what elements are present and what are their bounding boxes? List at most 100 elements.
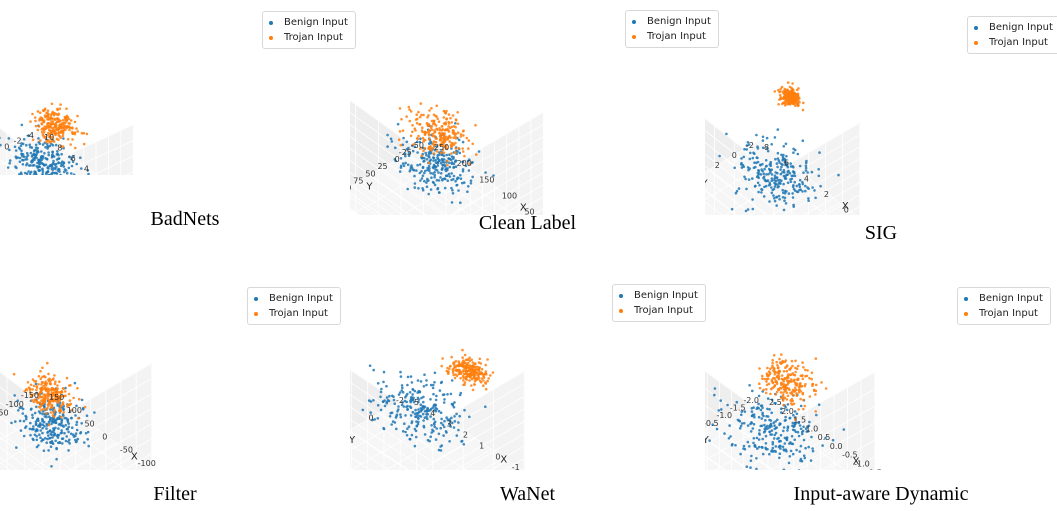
data-point (426, 116, 429, 119)
data-point (745, 144, 749, 147)
data-point (423, 147, 427, 150)
data-point (492, 174, 495, 177)
chart-title: Clean Label (478, 212, 577, 234)
data-point (457, 176, 460, 180)
data-point (52, 162, 55, 166)
data-point (30, 399, 34, 402)
data-point (38, 117, 42, 121)
data-point (428, 142, 431, 145)
data-point (52, 111, 56, 115)
data-point (789, 162, 792, 165)
data-point (17, 409, 20, 412)
data-point (454, 122, 457, 125)
data-point (422, 426, 426, 429)
data-point (766, 407, 769, 411)
data-point (42, 134, 45, 138)
data-point (769, 433, 772, 436)
data-point (438, 389, 442, 392)
data-point (757, 190, 760, 194)
data-point (451, 188, 454, 192)
data-point (55, 172, 59, 175)
data-point (446, 163, 449, 167)
data-point (777, 377, 781, 381)
data-point (763, 427, 766, 431)
data-point (793, 410, 797, 413)
data-point (433, 381, 436, 384)
data-point (36, 128, 40, 132)
data-point (416, 391, 419, 394)
data-point (427, 128, 431, 132)
data-point (773, 373, 777, 376)
data-point (454, 147, 458, 150)
data-point (752, 422, 756, 426)
legend-entry: Benign Input (269, 15, 348, 30)
data-point (85, 414, 89, 417)
data-point (776, 165, 779, 169)
data-point (765, 136, 769, 140)
data-point (69, 119, 73, 122)
data-point (431, 386, 435, 390)
data-point (47, 372, 50, 376)
data-point (450, 416, 453, 420)
legend-entry: Trojan Input (964, 306, 1043, 321)
data-point (86, 438, 89, 441)
data-point (416, 163, 419, 167)
data-point (793, 189, 797, 192)
data-point (442, 434, 445, 437)
data-point (785, 391, 789, 394)
data-point (50, 165, 54, 168)
data-point (792, 170, 796, 174)
data-point (793, 386, 797, 390)
data-point (47, 420, 51, 424)
data-point (422, 385, 426, 388)
x-tick-label: 250 (434, 143, 449, 152)
data-point (34, 382, 38, 386)
data-point (776, 437, 779, 441)
data-point (438, 127, 441, 130)
data-point (782, 429, 785, 433)
legend-label: Trojan Input (647, 31, 706, 42)
data-point (770, 191, 774, 195)
data-point (760, 417, 764, 420)
data-point (792, 413, 795, 417)
data-point (798, 178, 802, 182)
data-point (773, 401, 776, 405)
data-point (50, 130, 53, 134)
data-point (802, 101, 805, 105)
data-point (784, 415, 787, 419)
data-point (79, 432, 82, 435)
data-point (415, 140, 419, 144)
data-point (48, 429, 52, 433)
data-point (41, 174, 44, 175)
y-tick-label: -4 (26, 131, 34, 140)
data-point (0, 136, 1, 140)
data-point (767, 172, 770, 176)
data-point (755, 407, 759, 410)
data-point (464, 164, 468, 168)
data-point (457, 421, 460, 424)
data-point (818, 151, 821, 154)
data-point (469, 179, 473, 182)
data-point (12, 372, 16, 376)
data-point (781, 102, 784, 106)
y-tick-label: -0.5 (705, 419, 719, 428)
data-point (454, 151, 457, 154)
data-point (453, 420, 457, 423)
data-point (413, 389, 417, 393)
data-point (453, 376, 457, 380)
data-point (429, 171, 432, 175)
data-point (442, 161, 446, 164)
data-point (58, 380, 61, 383)
data-point (782, 382, 785, 386)
data-point (71, 132, 74, 135)
data-point (25, 155, 29, 159)
data-point (806, 369, 809, 372)
data-point (438, 153, 441, 157)
data-point (711, 423, 715, 426)
data-point (419, 137, 422, 140)
data-point (747, 143, 751, 146)
data-point (451, 368, 455, 371)
data-point (52, 113, 56, 117)
data-point (32, 163, 36, 167)
data-point (797, 469, 801, 470)
